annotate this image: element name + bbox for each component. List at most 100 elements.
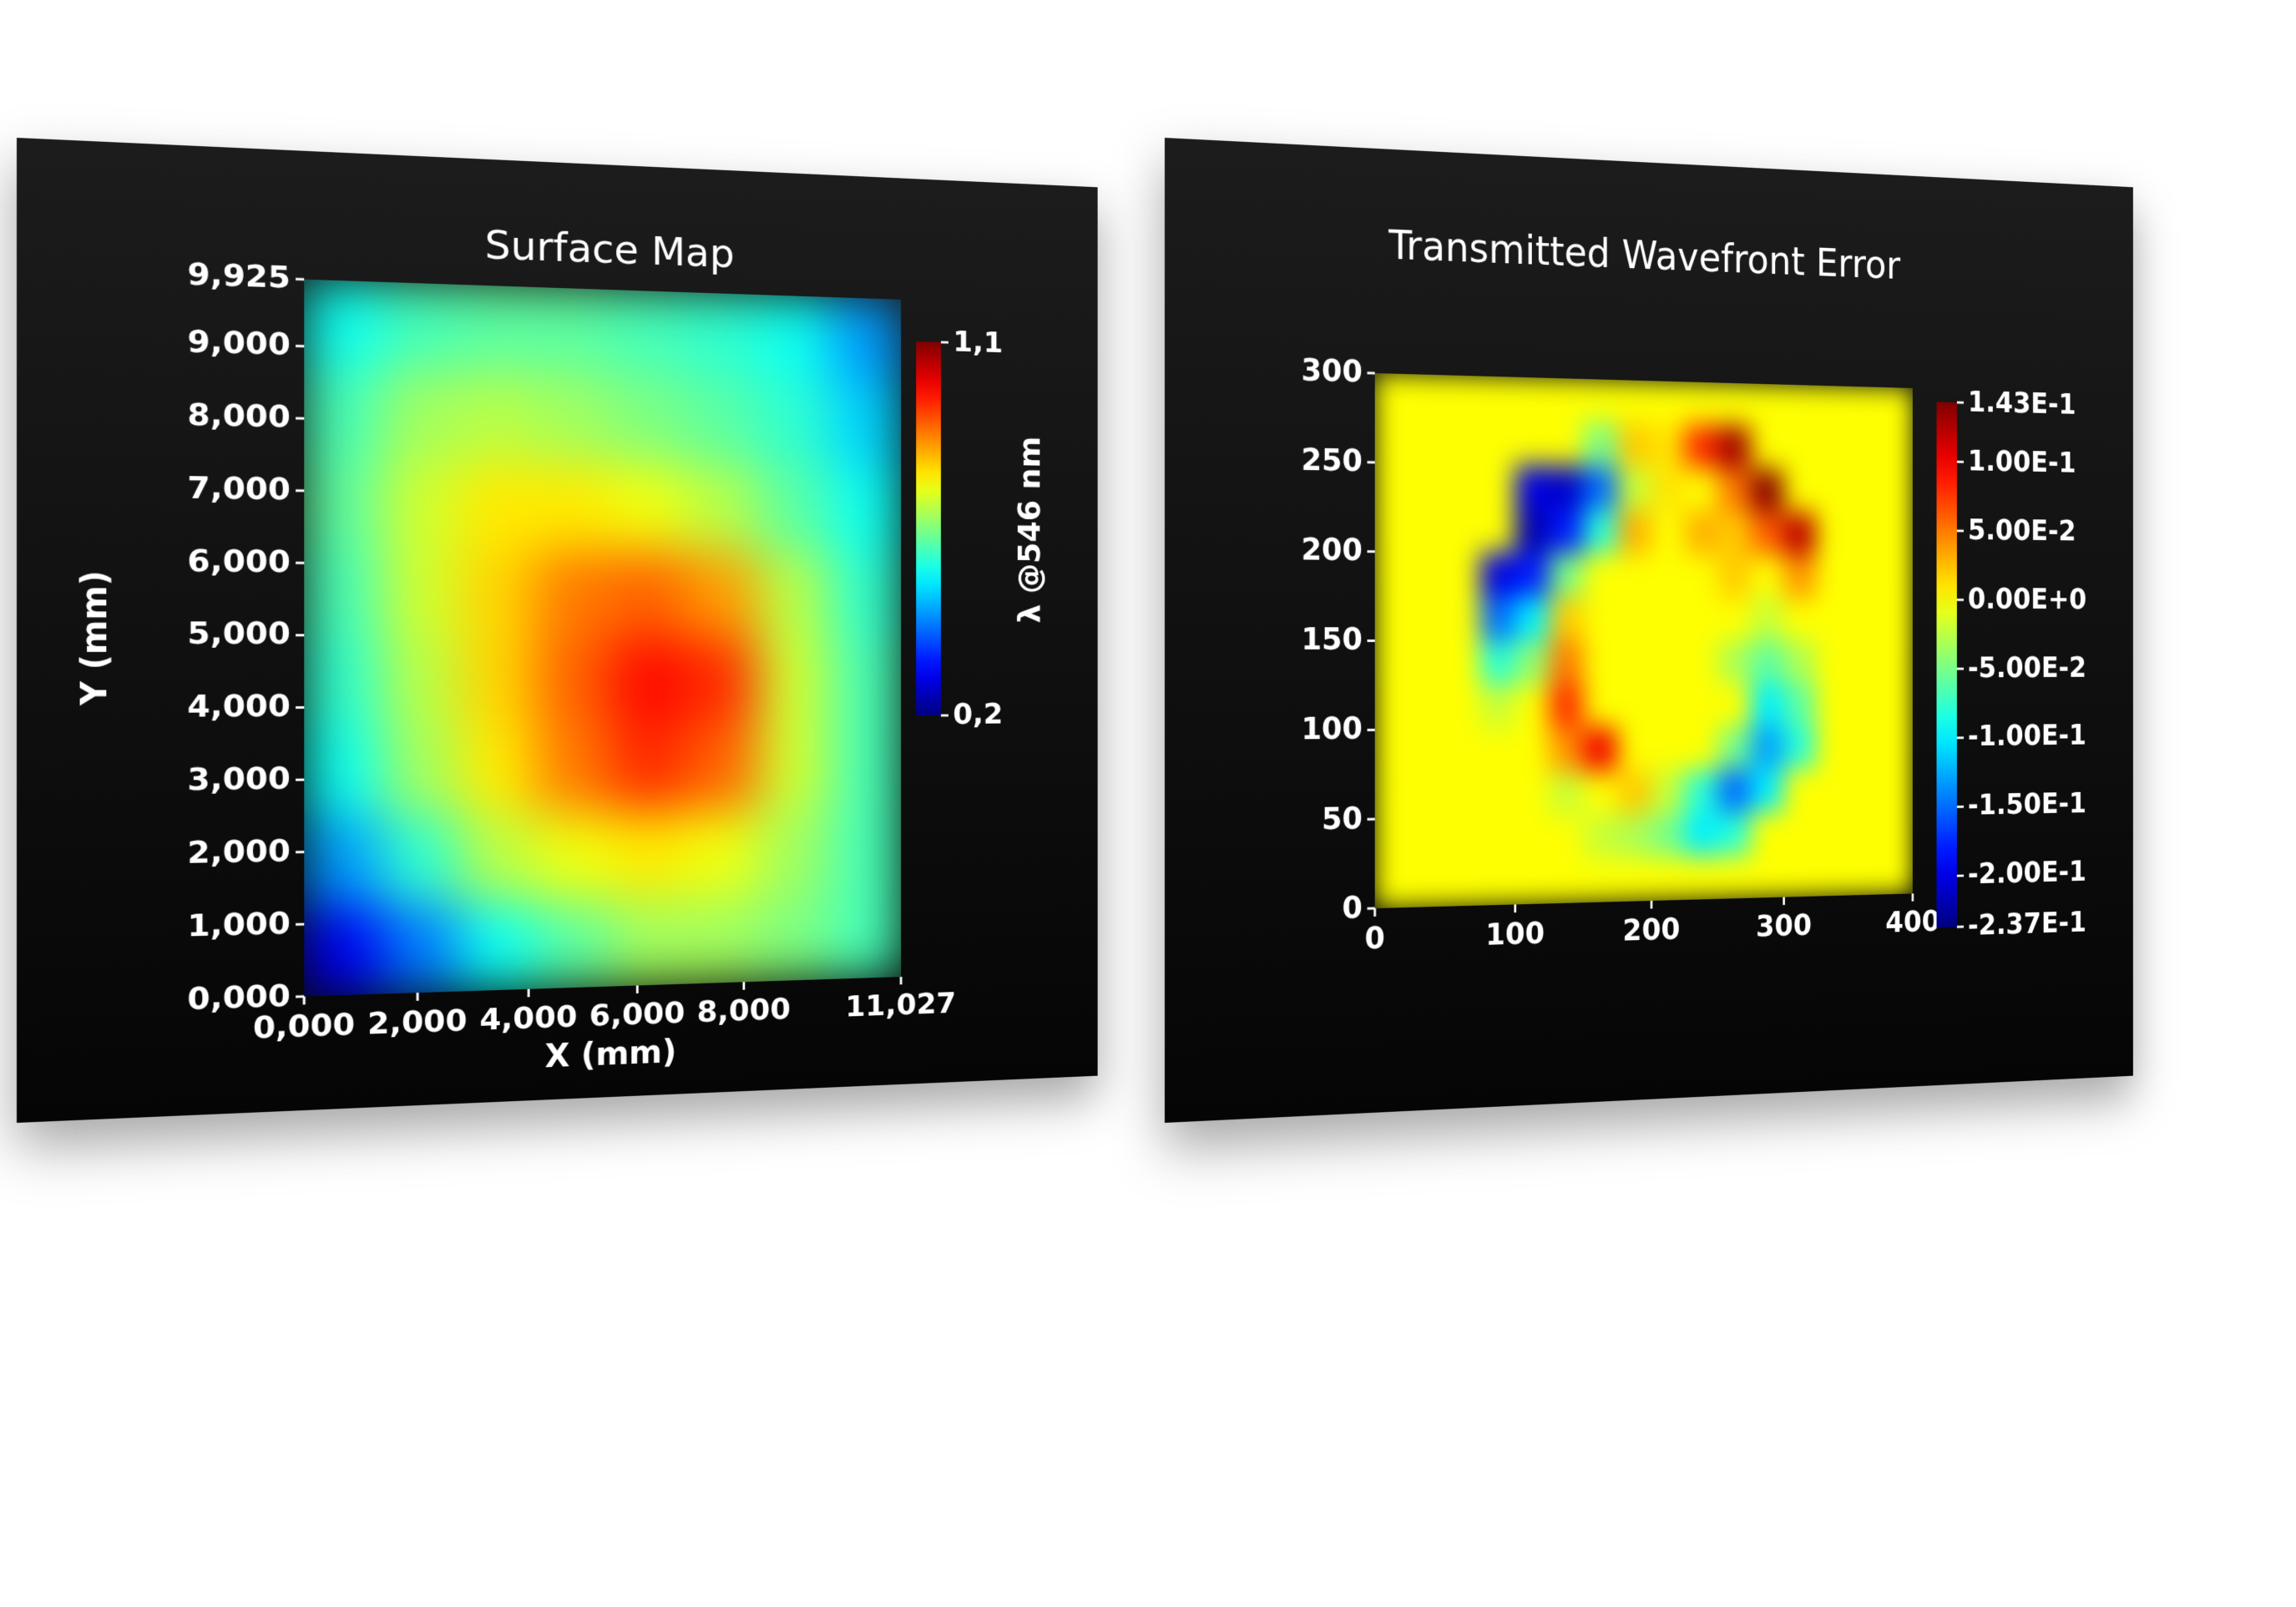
heatmap-cell (1848, 513, 1882, 557)
y-tick-label: 0,000 (187, 977, 291, 1017)
heatmap-cell (459, 286, 537, 376)
surface-map-panel: Surface Map 0,000 2,000 4,000 6,000 8,000 11,0… (17, 138, 1098, 1123)
heatmap-cell (1409, 817, 1446, 864)
heatmap-cell (1515, 420, 1550, 467)
heatmap-cell (1717, 468, 1752, 513)
heatmap-cell (1684, 467, 1719, 513)
heatmap-cell (1404, 506, 1411, 553)
heatmap-cell (1684, 640, 1719, 685)
heatmap-cell (1717, 554, 1752, 599)
heatmap-cell (1583, 857, 1619, 903)
heatmap-cell (312, 286, 383, 371)
heatmap-cell (610, 376, 686, 466)
heatmap-cell (1684, 683, 1719, 728)
heatmap-cell (1651, 812, 1686, 858)
heatmap-cell (1583, 596, 1619, 642)
heatmap-cell (1549, 815, 1585, 861)
heatmap-cell (1404, 381, 1411, 419)
colorbar (916, 341, 941, 716)
heatmap-cell (1444, 772, 1481, 819)
heatmap-cell (1444, 728, 1481, 775)
heatmap-cell (1444, 462, 1481, 509)
heatmap-cell (1651, 683, 1686, 728)
heatmap-cell (1880, 387, 1914, 431)
heatmap-cell (1549, 771, 1585, 816)
heatmap-cell (1750, 597, 1785, 642)
heatmap-cell (829, 467, 902, 554)
heatmap-cell (685, 723, 759, 811)
heatmap-cell (1783, 427, 1818, 472)
heatmap-cell (1549, 727, 1585, 773)
colorbar-tick-label: -5.00E-2 (1968, 649, 2086, 684)
heatmap-cell (1404, 862, 1411, 909)
heatmap-cell (685, 809, 759, 898)
heatmap-cell (1717, 725, 1752, 771)
heatmap-cell (1717, 811, 1752, 857)
x-tick-label: 8,000 (697, 991, 791, 1029)
heatmap-cell (1479, 816, 1516, 862)
heatmap-cell (382, 814, 461, 906)
colorbar-tick-label: -2.37E-1 (1968, 904, 2086, 942)
colorbar-tick-label: 1.00E-1 (1968, 442, 2076, 479)
heatmap-cell (1816, 767, 1849, 812)
heatmap-cell (1816, 725, 1849, 770)
y-tick-label: 9,000 (187, 322, 291, 361)
heatmap-cell (1750, 725, 1785, 771)
heatmap-cell (1583, 814, 1619, 860)
heatmap-cell (1880, 851, 1914, 895)
heatmap-cell (1479, 419, 1516, 466)
heatmap-cell (1783, 598, 1818, 642)
y-tick-label: 9,925 (187, 255, 291, 295)
heatmap-cell (1404, 817, 1411, 865)
heatmap-cell (312, 637, 383, 729)
heatmap-cell (610, 550, 686, 639)
heatmap-cell (1617, 857, 1652, 902)
heatmap-cell (1651, 640, 1686, 685)
heatmap-cell (757, 380, 831, 468)
heatmap-cell (1816, 852, 1849, 897)
heatmap-cell (829, 382, 902, 470)
heatmap-cell (1549, 596, 1585, 642)
heatmap-cell (1684, 511, 1719, 556)
heatmap-cell (1783, 768, 1818, 812)
heatmap-cell (1515, 815, 1550, 862)
heatmap-cell (1651, 381, 1686, 426)
heatmap-cell (829, 892, 902, 980)
heatmap-cell (1479, 684, 1516, 730)
heatmap-cell (1409, 729, 1446, 775)
heatmap-cell (1549, 508, 1585, 554)
y-tick-label: 3,000 (187, 760, 291, 798)
heatmap-cell (312, 368, 383, 461)
heatmap-cell (610, 463, 686, 553)
heatmap-cell (459, 372, 537, 463)
heatmap-cell (1409, 551, 1446, 598)
heatmap-cell (1583, 771, 1619, 816)
heatmap-cell (1409, 685, 1446, 730)
heatmap-cell (1684, 553, 1719, 599)
heatmap-cell (1479, 728, 1516, 774)
heatmap-cell (1444, 507, 1481, 553)
heatmap-cell (1583, 466, 1619, 511)
colorbar-label: λ @546 nm (1014, 436, 1048, 624)
heatmap-cell (1651, 856, 1686, 902)
heatmap-cell (1583, 553, 1619, 599)
heatmap-cell (1515, 464, 1550, 510)
heatmap-cell (610, 289, 686, 380)
heatmap-cell (685, 378, 759, 467)
heatmap-cell (535, 462, 612, 552)
colorbar-tick-label: 1.43E-1 (1968, 383, 2076, 420)
heatmap-cell (1404, 640, 1411, 686)
heatmap-cell (1404, 685, 1411, 730)
x-tick-label: 6,000 (589, 994, 685, 1033)
colorbar-tick-label: 0.00E+0 (1968, 581, 2086, 616)
heatmap-cell (1848, 470, 1882, 515)
heatmap-cell (1880, 429, 1914, 473)
heatmap-cell (312, 815, 383, 907)
heatmap-cell (535, 811, 612, 902)
heatmap-cell (1750, 811, 1785, 856)
x-tick-label: 4,000 (479, 998, 577, 1037)
heatmap-cell (1583, 727, 1619, 772)
y-tick-label: 6,000 (187, 542, 291, 579)
heatmap-cell (382, 902, 461, 995)
heatmap-cell (382, 459, 461, 550)
